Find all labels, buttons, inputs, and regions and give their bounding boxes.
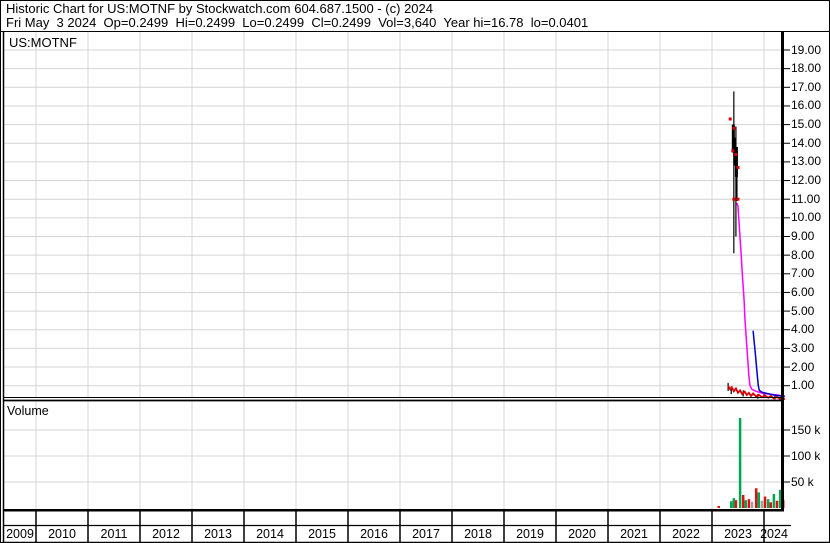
volume-bar [741, 495, 745, 508]
year-label: 2012 [152, 527, 180, 541]
quote-summary-line: Fri May 3 2024 Op=0.2499 Hi=0.2499 Lo=0.… [6, 15, 589, 30]
chart-title: Historic Chart for US:MOTNF by Stockwatc… [6, 1, 433, 16]
close-tick [734, 152, 738, 156]
year-label: 2024 [760, 527, 788, 541]
year-label: 2011 [100, 527, 128, 541]
candle-body [733, 137, 737, 166]
price-tick-label: 1.00 [791, 378, 815, 393]
volume-bar [744, 500, 748, 508]
close-tick [732, 126, 736, 130]
volume-bar [775, 500, 779, 508]
year-label: 2019 [516, 527, 544, 541]
price-tick-label: 7.00 [791, 266, 815, 281]
close-price-line [727, 385, 786, 401]
volume-bar [754, 488, 758, 508]
close-tick [728, 117, 732, 121]
candle-body [731, 124, 735, 153]
year-label: 2022 [672, 527, 700, 541]
volume-bar [732, 498, 736, 508]
plot-right-border [781, 32, 784, 511]
price-tick-label: 3.00 [791, 340, 815, 355]
volume-tick-label: 150 k [791, 422, 821, 437]
price-tick-label: 19.00 [791, 42, 822, 57]
year-label: 2013 [204, 527, 232, 541]
volume-bar [772, 493, 776, 508]
close-tick [732, 197, 736, 201]
price-tick-label: 16.00 [791, 98, 822, 113]
year-label: 2023 [724, 527, 752, 541]
volume-bar [738, 418, 742, 508]
year-label: 2015 [308, 527, 336, 541]
volume-bar [717, 505, 721, 508]
price-tick-label: 14.00 [791, 135, 822, 150]
volume-bar [763, 496, 767, 508]
price-tick-label: 5.00 [791, 303, 815, 318]
volume-bar [757, 492, 761, 508]
year-label: 2009 [6, 527, 34, 541]
volume-tick-label: 50 k [791, 474, 814, 489]
volume-tick-label: 100 k [791, 448, 821, 463]
price-tick-label: 9.00 [791, 229, 815, 243]
price-tick-label: 15.00 [791, 117, 822, 132]
ma-fast-line [736, 202, 785, 397]
price-tick-label: 6.00 [791, 284, 815, 299]
price-tick-label: 4.00 [791, 322, 815, 337]
close-tick [736, 197, 740, 201]
close-tick [736, 165, 740, 169]
price-tick-label: 17.00 [791, 79, 822, 94]
volume-bar [750, 501, 754, 508]
year-label: 2021 [620, 527, 648, 541]
year-label: 2010 [48, 527, 76, 541]
ma-slow-line [752, 330, 785, 398]
volume-bar [778, 489, 782, 508]
price-tick-label: 13.00 [791, 154, 822, 169]
close-tick [731, 149, 735, 153]
price-tick-label: 11.00 [791, 191, 821, 206]
volume-bar [760, 500, 764, 508]
price-tick-label: 12.00 [791, 173, 822, 188]
volume-bar [729, 501, 733, 508]
volume-bar [766, 499, 770, 508]
price-tick-label: 8.00 [791, 247, 815, 262]
year-label: 2017 [412, 527, 440, 541]
price-tick-label: 10.00 [791, 210, 822, 225]
year-label: 2014 [256, 527, 284, 541]
price-tick-label: 18.00 [791, 61, 822, 76]
volume-bar [769, 502, 773, 508]
volume-bar [734, 500, 738, 508]
year-label: 2016 [360, 527, 388, 541]
year-label: 2020 [568, 527, 596, 541]
volume-bar [747, 499, 751, 508]
symbol-label: US:MOTNF [9, 35, 77, 50]
price-tick-label: 2.00 [791, 359, 815, 374]
year-label: 2018 [464, 527, 492, 541]
volume-pane-label: Volume [7, 404, 49, 418]
volume-bottom-border [3, 509, 784, 512]
titlebar: Historic Chart for US:MOTNF by Stockwatc… [1, 1, 829, 31]
candle-body [734, 146, 738, 177]
